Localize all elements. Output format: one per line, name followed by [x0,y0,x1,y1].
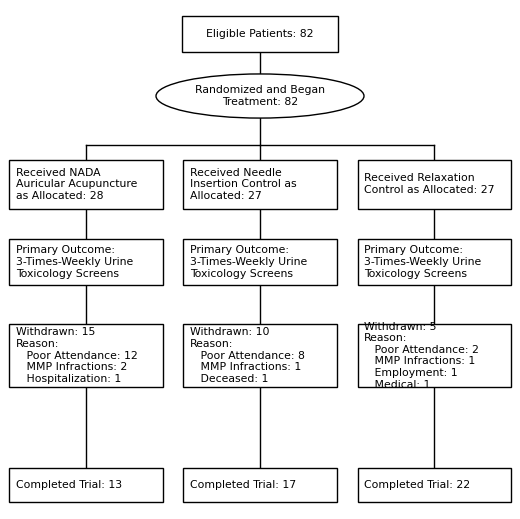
Text: Randomized and Began
Treatment: 82: Randomized and Began Treatment: 82 [195,85,325,107]
Text: Primary Outcome:
3-Times-Weekly Urine
Toxicology Screens: Primary Outcome: 3-Times-Weekly Urine To… [16,245,133,279]
FancyBboxPatch shape [9,468,162,502]
Text: Received Needle
Insertion Control as
Allocated: 27: Received Needle Insertion Control as All… [190,168,297,201]
FancyBboxPatch shape [184,468,337,502]
Text: Eligible Patients: 82: Eligible Patients: 82 [206,29,314,39]
Text: Withdrawn: 10
Reason:
   Poor Attendance: 8
   MMP Infractions: 1
   Deceased: 1: Withdrawn: 10 Reason: Poor Attendance: 8… [190,327,305,384]
Text: Completed Trial: 22: Completed Trial: 22 [364,480,471,490]
FancyBboxPatch shape [358,160,511,209]
FancyBboxPatch shape [358,239,511,285]
Ellipse shape [156,74,364,118]
Text: Withdrawn: 15
Reason:
   Poor Attendance: 12
   MMP Infractions: 2
   Hospitaliz: Withdrawn: 15 Reason: Poor Attendance: 1… [16,327,138,384]
FancyBboxPatch shape [184,324,337,387]
FancyBboxPatch shape [9,324,162,387]
Text: Completed Trial: 13: Completed Trial: 13 [16,480,122,490]
FancyBboxPatch shape [9,160,162,209]
Text: Received NADA
Auricular Acupuncture
as Allocated: 28: Received NADA Auricular Acupuncture as A… [16,168,137,201]
Text: Received Relaxation
Control as Allocated: 27: Received Relaxation Control as Allocated… [364,173,495,195]
Text: Completed Trial: 17: Completed Trial: 17 [190,480,296,490]
FancyBboxPatch shape [9,239,162,285]
Text: Primary Outcome:
3-Times-Weekly Urine
Toxicology Screens: Primary Outcome: 3-Times-Weekly Urine To… [190,245,307,279]
Text: Primary Outcome:
3-Times-Weekly Urine
Toxicology Screens: Primary Outcome: 3-Times-Weekly Urine To… [364,245,482,279]
FancyBboxPatch shape [182,16,338,52]
FancyBboxPatch shape [184,239,337,285]
FancyBboxPatch shape [358,468,511,502]
FancyBboxPatch shape [184,160,337,209]
FancyBboxPatch shape [358,324,511,387]
Text: Withdrawn: 5
Reason:
   Poor Attendance: 2
   MMP Infractions: 1
   Employment: : Withdrawn: 5 Reason: Poor Attendance: 2 … [364,321,479,390]
